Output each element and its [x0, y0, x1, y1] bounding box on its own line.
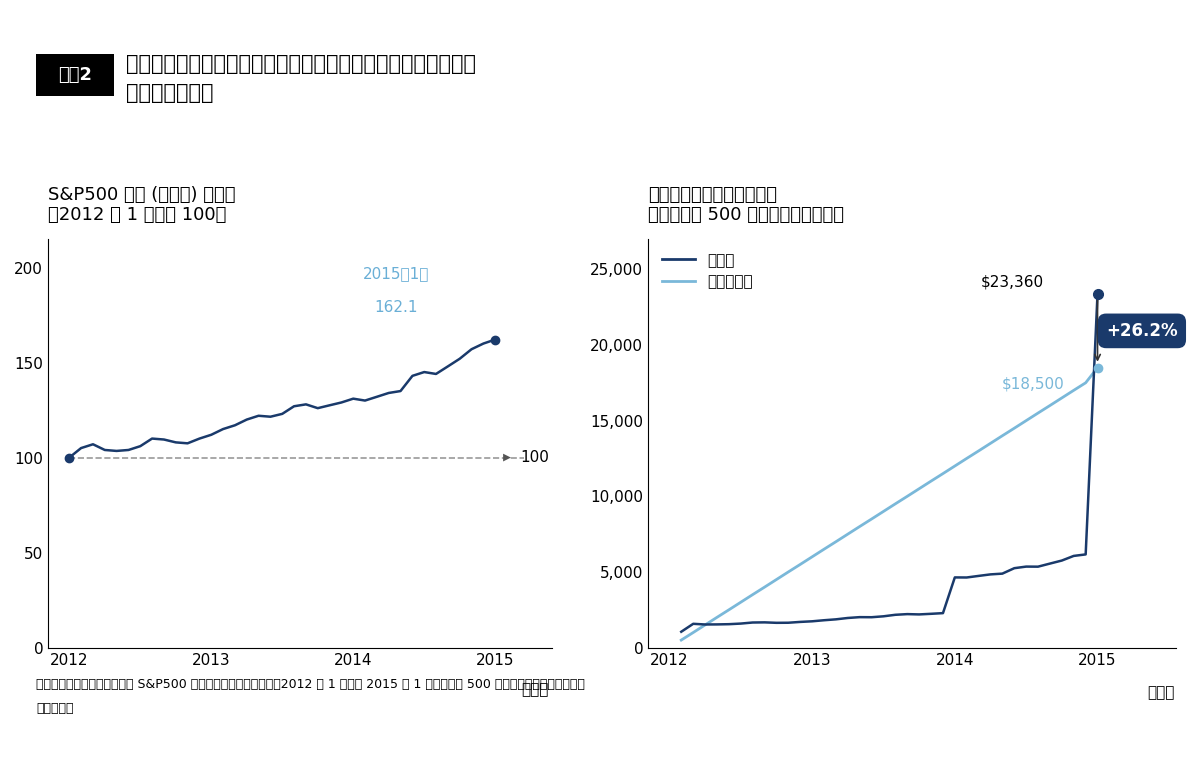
Text: S&P500 指数 (配当込) の推移: S&P500 指数 (配当込) の推移 — [48, 187, 235, 204]
Text: リターンは高い: リターンは高い — [126, 82, 214, 103]
Text: $23,360: $23,360 — [980, 274, 1044, 290]
Text: 2015年1月: 2015年1月 — [362, 266, 430, 281]
Text: 相場が一方的に上昇する場合は、最初に一括で投資したほうが: 相場が一方的に上昇する場合は、最初に一括で投資したほうが — [126, 54, 476, 74]
Text: 162.1: 162.1 — [374, 300, 418, 315]
Text: 積立投資のパフォーマンス: 積立投資のパフォーマンス — [648, 187, 778, 204]
Text: （注）　リターン（右図）は S&P500 指数（配当込）に対して、2012 年 1 月から 2015 年 1 月まで毎月 500 ドルを積立投資した場合の: （注） リターン（右図）は S&P500 指数（配当込）に対して、2012 年 … — [36, 678, 584, 692]
Text: （毎月末に 500 ドル投資）（ドル）: （毎月末に 500 ドル投資）（ドル） — [648, 206, 844, 224]
Text: （2012 年 1 月末を 100）: （2012 年 1 月末を 100） — [48, 206, 227, 224]
Text: +26.2%: +26.2% — [1106, 322, 1177, 340]
Text: 資産増加率: 資産増加率 — [36, 702, 73, 715]
Text: $18,500: $18,500 — [1002, 377, 1064, 392]
Text: 図表2: 図表2 — [58, 66, 92, 84]
Text: （年）: （年） — [1147, 685, 1175, 701]
Legend: 評価額, 投資額累計: 評価額, 投資額累計 — [655, 247, 760, 295]
Text: （年）: （年） — [521, 682, 548, 697]
Text: 100: 100 — [521, 450, 550, 465]
